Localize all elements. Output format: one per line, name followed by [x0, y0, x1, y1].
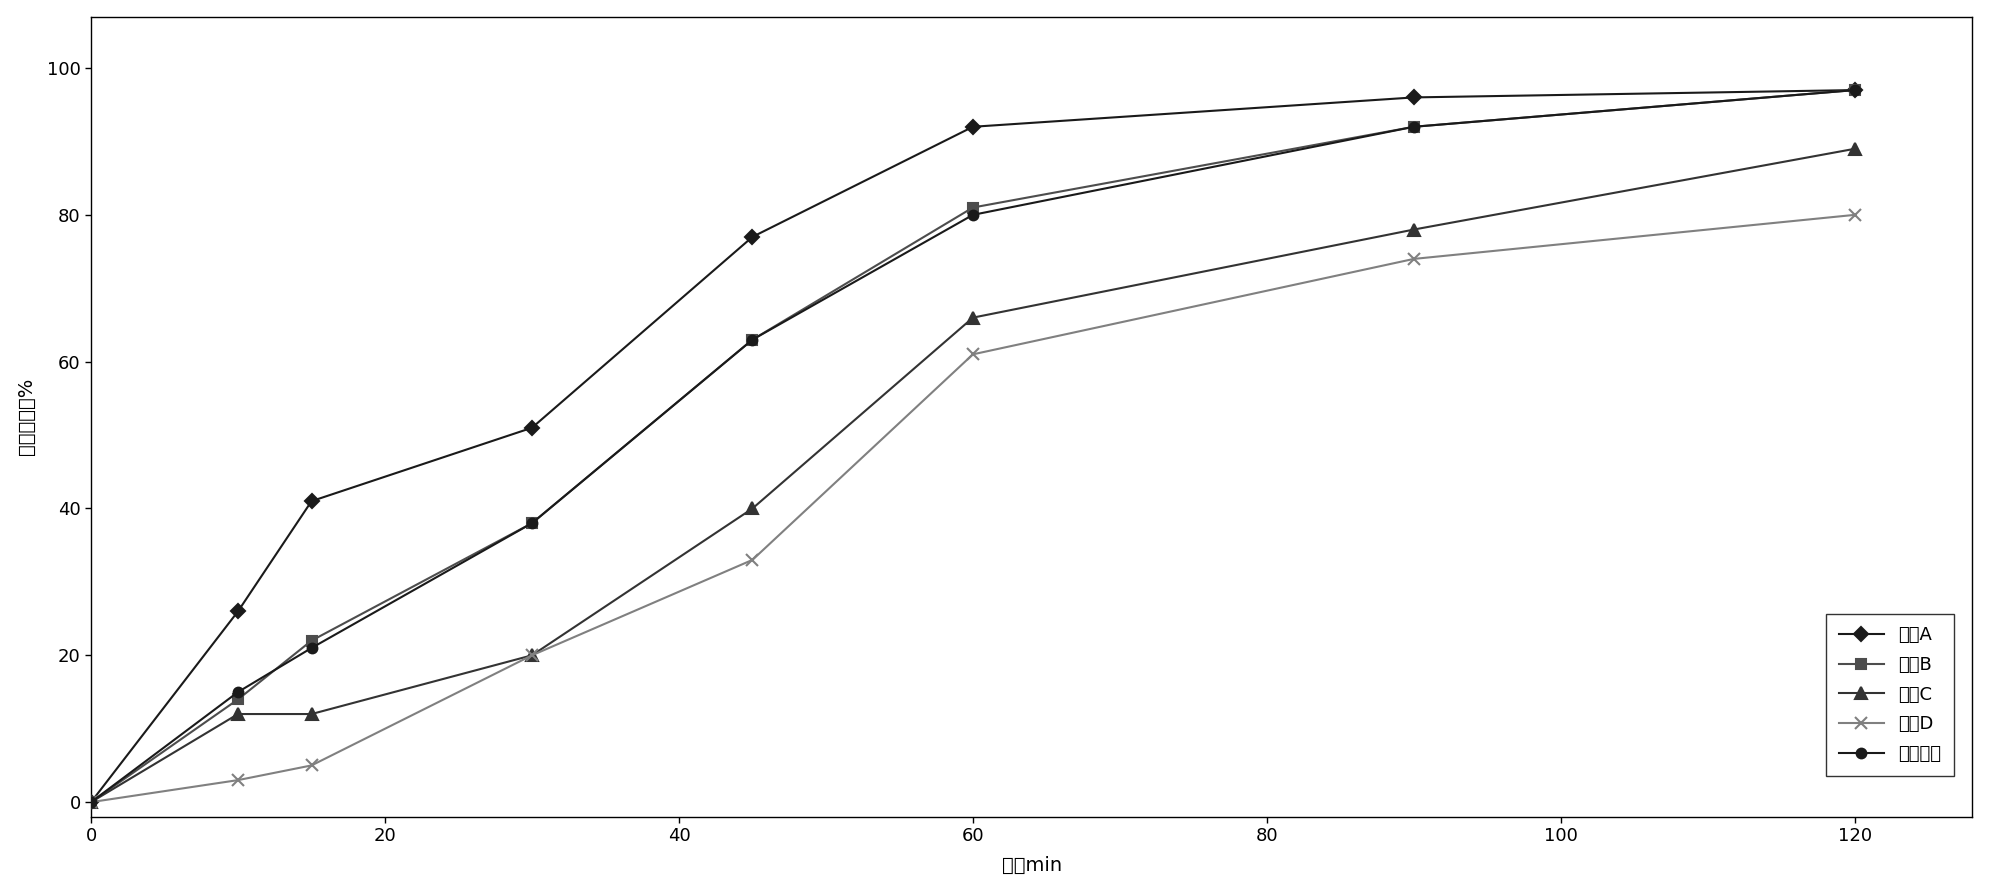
原研制剂 — [961, 210, 985, 220]
处方D — [1402, 253, 1426, 264]
处方C — [961, 312, 985, 323]
原研制剂 — [1402, 121, 1426, 132]
处方D — [227, 775, 251, 786]
处方A — [961, 121, 985, 132]
Y-axis label: 累积溶出度%: 累积溶出度% — [16, 378, 36, 456]
处方D — [961, 349, 985, 359]
原研制剂 — [740, 334, 764, 345]
原研制剂 — [227, 687, 251, 698]
原研制剂 — [1844, 85, 1868, 95]
处方A — [740, 232, 764, 243]
Line: 处方D: 处方D — [86, 209, 1862, 808]
处方B — [740, 334, 764, 345]
处方B — [519, 518, 543, 529]
处方A — [519, 423, 543, 434]
Line: 处方A: 处方A — [86, 86, 1860, 807]
原研制剂 — [300, 642, 324, 653]
处方A — [227, 606, 251, 616]
处方B — [1402, 121, 1426, 132]
Line: 原研制剂: 原研制剂 — [86, 86, 1860, 807]
处方D — [300, 760, 324, 771]
处方C — [740, 503, 764, 514]
处方C — [300, 708, 324, 719]
处方D — [519, 650, 543, 661]
X-axis label: 时间min: 时间min — [1002, 856, 1062, 875]
处方A — [80, 797, 103, 807]
处方C — [80, 797, 103, 807]
处方B — [300, 635, 324, 646]
Line: 处方C: 处方C — [86, 144, 1860, 807]
处方B — [961, 202, 985, 213]
原研制剂 — [519, 518, 543, 529]
处方D — [740, 555, 764, 566]
处方C — [227, 708, 251, 719]
处方C — [519, 650, 543, 661]
处方C — [1844, 144, 1868, 154]
处方B — [227, 694, 251, 705]
处方B — [1844, 85, 1868, 95]
Line: 处方B: 处方B — [86, 86, 1860, 807]
处方C — [1402, 224, 1426, 235]
处方A — [1844, 85, 1868, 95]
处方A — [1402, 92, 1426, 103]
处方A — [300, 496, 324, 507]
Legend: 处方A, 处方B, 处方C, 处方D, 原研制剂: 处方A, 处方B, 处方C, 处方D, 原研制剂 — [1826, 614, 1953, 776]
处方D — [80, 797, 103, 807]
原研制剂 — [80, 797, 103, 807]
处方D — [1844, 210, 1868, 220]
处方B — [80, 797, 103, 807]
